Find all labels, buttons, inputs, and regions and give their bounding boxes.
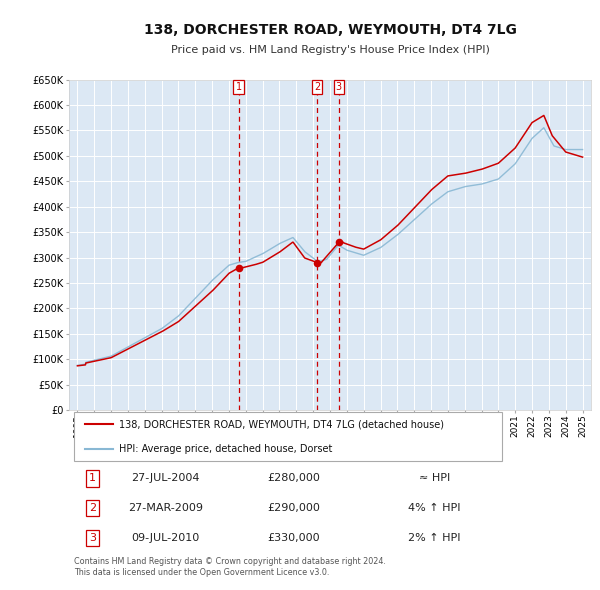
Text: 2: 2: [89, 503, 96, 513]
Text: £280,000: £280,000: [267, 474, 320, 483]
Text: 138, DORCHESTER ROAD, WEYMOUTH, DT4 7LG (detached house): 138, DORCHESTER ROAD, WEYMOUTH, DT4 7LG …: [119, 419, 443, 430]
Text: 2: 2: [314, 82, 320, 92]
Text: 09-JUL-2010: 09-JUL-2010: [131, 533, 200, 543]
Text: ≈ HPI: ≈ HPI: [419, 474, 450, 483]
Text: This data is licensed under the Open Government Licence v3.0.: This data is licensed under the Open Gov…: [74, 568, 329, 576]
Text: 27-MAR-2009: 27-MAR-2009: [128, 503, 203, 513]
Text: £330,000: £330,000: [267, 533, 320, 543]
FancyBboxPatch shape: [74, 412, 502, 461]
Text: £290,000: £290,000: [267, 503, 320, 513]
Text: 27-JUL-2004: 27-JUL-2004: [131, 474, 200, 483]
Text: 4% ↑ HPI: 4% ↑ HPI: [408, 503, 461, 513]
Text: 1: 1: [236, 82, 242, 92]
Text: 1: 1: [89, 474, 96, 483]
Text: 2% ↑ HPI: 2% ↑ HPI: [408, 533, 461, 543]
Text: 3: 3: [335, 82, 342, 92]
Text: 138, DORCHESTER ROAD, WEYMOUTH, DT4 7LG: 138, DORCHESTER ROAD, WEYMOUTH, DT4 7LG: [143, 22, 517, 37]
Text: 3: 3: [89, 533, 96, 543]
Text: Contains HM Land Registry data © Crown copyright and database right 2024.: Contains HM Land Registry data © Crown c…: [74, 556, 386, 566]
Text: Price paid vs. HM Land Registry's House Price Index (HPI): Price paid vs. HM Land Registry's House …: [170, 45, 490, 54]
Text: HPI: Average price, detached house, Dorset: HPI: Average price, detached house, Dors…: [119, 444, 332, 454]
